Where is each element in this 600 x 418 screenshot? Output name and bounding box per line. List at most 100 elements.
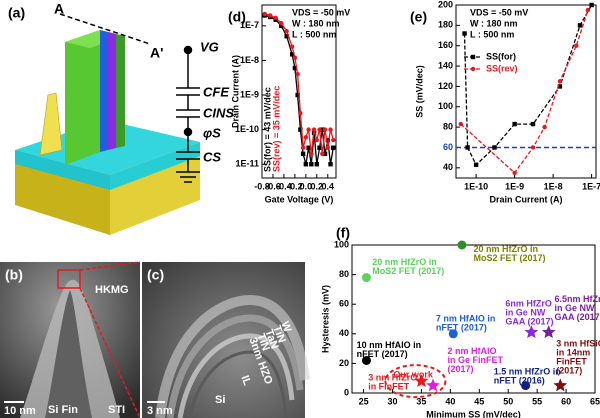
marker	[462, 31, 467, 36]
plot-frame	[351, 244, 596, 394]
gate-front	[65, 30, 100, 165]
scale-label: 3 nm	[147, 405, 173, 417]
point-label: in Ge FinFET	[447, 355, 503, 365]
cut-label: A'	[150, 45, 163, 61]
marker	[512, 121, 517, 127]
point-label: 1.5 nm HfZrO in	[494, 367, 561, 377]
layer-blue	[100, 30, 108, 152]
marker	[492, 145, 497, 150]
marker	[325, 137, 330, 143]
layers	[155, 294, 310, 418]
point-label: nFET (2017)	[357, 349, 408, 359]
annotation: VDS = -50 mV	[470, 7, 528, 17]
x-tick-label: 1E-10	[464, 181, 488, 191]
x-tick-label: 1E-9	[505, 181, 524, 191]
point-label: in FinFET	[368, 382, 409, 392]
y-tick-label: 40	[339, 328, 349, 338]
circuit-label: CINS	[203, 105, 234, 120]
marker	[284, 34, 289, 39]
zoom-line	[79, 261, 141, 271]
zoom-box	[57, 269, 81, 289]
y-axis-label: Drain Current (A)	[230, 55, 240, 128]
marker	[426, 378, 440, 392]
marker	[303, 162, 309, 167]
point-label: 20 nm HfZrO in	[474, 244, 539, 254]
marker	[320, 127, 325, 132]
marker	[524, 325, 539, 339]
point-label: in Ge NW	[505, 308, 546, 318]
cut-label: A	[54, 1, 64, 17]
marker	[292, 65, 298, 71]
x-tick-label: -0.6	[265, 181, 281, 191]
panel-label: (e)	[410, 9, 427, 25]
circuit-label: VG	[200, 39, 219, 54]
annotation: L : 500 nm	[292, 29, 336, 39]
marker	[314, 137, 320, 143]
layer-hzo	[177, 333, 295, 418]
layer-label: IL	[238, 374, 253, 388]
point-label: MoS2 FET (2017)	[474, 253, 546, 263]
plot-frame	[261, 4, 337, 179]
marker	[328, 162, 333, 167]
sti-side	[110, 142, 200, 190]
panel-label: (b)	[5, 267, 23, 283]
x-tick-label: 0.0	[300, 181, 313, 191]
x-axis-label: Drain Current (A)	[489, 194, 562, 204]
annotation: L : 500 nm	[470, 29, 514, 39]
marker	[457, 240, 467, 250]
marker	[414, 374, 429, 387]
marker	[295, 72, 300, 77]
point-label: GAA (2017)	[555, 312, 600, 322]
y-tick-label: 100	[334, 239, 349, 249]
sti-front	[15, 150, 110, 190]
marker	[361, 273, 371, 283]
y-tick-label: 80	[443, 121, 453, 131]
circuit-label: φS	[203, 125, 221, 140]
marker	[553, 378, 568, 392]
marker	[303, 135, 309, 140]
point-label: (2017)	[556, 366, 582, 376]
marker	[268, 13, 273, 18]
marker	[322, 127, 328, 132]
x-tick-label: -0.4	[276, 181, 292, 191]
annotation: VDS = -50 mV	[292, 7, 350, 17]
x-tick-label: 25	[359, 396, 369, 406]
point-label: 6nm HfZrO	[505, 299, 552, 309]
marker	[541, 325, 556, 339]
y-tick-label: 1E-10	[235, 124, 259, 134]
marker	[470, 66, 476, 72]
marker	[306, 127, 311, 132]
marker	[458, 121, 464, 127]
marker	[448, 329, 458, 339]
panel-label: (a)	[8, 5, 25, 21]
point-label: 10 nm HfAlO in	[357, 340, 422, 350]
marker	[530, 121, 536, 127]
layer-label: W	[278, 320, 293, 334]
x-tick-label: -0.8	[254, 181, 270, 191]
x-tick-label: 50	[503, 396, 513, 406]
x-tick-label: 35	[416, 396, 426, 406]
layer-label: TiN	[270, 324, 287, 345]
highlight-circle	[384, 364, 447, 399]
circuit-label: CS	[203, 149, 221, 164]
y-tick-label: 180	[438, 20, 453, 30]
plot-frame	[455, 4, 597, 179]
marker	[273, 15, 278, 21]
marker	[320, 151, 325, 157]
x-tick-label: 40	[445, 396, 455, 406]
marker	[295, 92, 300, 98]
circuit	[176, 45, 200, 183]
panel-label: (c)	[147, 267, 164, 283]
legend-label: SS(for)	[486, 51, 516, 61]
point-label: nFET (2017)	[436, 322, 487, 332]
marker	[328, 127, 333, 132]
highlight-label: Our work	[393, 370, 434, 380]
y-tick-label: 80	[339, 269, 349, 279]
image-label: STI	[108, 404, 125, 416]
marker	[300, 151, 306, 157]
annotation: W : 180 nm	[470, 18, 518, 28]
marker	[325, 145, 330, 150]
marker	[311, 127, 317, 132]
fin	[39, 92, 63, 156]
